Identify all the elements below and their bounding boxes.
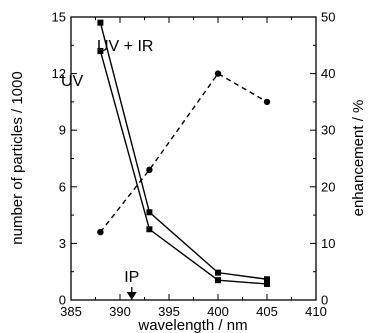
x-tick-label: 405: [256, 304, 278, 319]
plot-frame: [71, 17, 316, 300]
series-0-point: [146, 209, 152, 215]
series-1-point: [215, 277, 221, 283]
y-right-axis-title: enhancement / %: [350, 100, 367, 217]
y-right-tick-label: 10: [321, 236, 335, 251]
series-1-point: [264, 281, 270, 287]
series-line-2: [100, 74, 267, 232]
series-0-point: [215, 270, 221, 276]
y-right-tick-label: 40: [321, 66, 335, 81]
series-line-0: [100, 23, 267, 280]
series-label-uv-ir: UV + IR: [97, 38, 153, 55]
y-left-tick-label: 0: [59, 293, 66, 308]
series-label-uv: UV: [61, 73, 84, 90]
y-left-tick-label: 15: [52, 10, 66, 25]
x-tick-label: 390: [109, 304, 131, 319]
series-2-point: [97, 229, 103, 235]
ip-label: IP: [124, 269, 139, 286]
series-2-point: [215, 70, 221, 76]
x-axis-title: wavelength / nm: [137, 317, 247, 333]
series-0-point: [97, 20, 103, 26]
series-2-point: [264, 99, 270, 105]
y-left-axis-title: number of particles / 1000: [9, 71, 26, 244]
ip-arrow-head: [127, 292, 137, 300]
y-right-tick-label: 30: [321, 123, 335, 138]
series-1-point: [146, 226, 152, 232]
tick-labels: 3853903954004054100369121501020304050: [52, 10, 336, 320]
y-right-tick-label: 20: [321, 179, 335, 194]
y-left-tick-label: 9: [59, 123, 66, 138]
series-2-point: [146, 167, 152, 173]
series-line-1: [100, 51, 267, 284]
y-right-tick-label: 0: [321, 293, 328, 308]
y-left-tick-label: 6: [59, 179, 66, 194]
series-layer: [97, 20, 270, 287]
y-left-tick-label: 3: [59, 236, 66, 251]
ip-annotation: IP: [124, 269, 139, 300]
tick-marks: [71, 17, 316, 300]
y-right-tick-label: 50: [321, 10, 335, 25]
